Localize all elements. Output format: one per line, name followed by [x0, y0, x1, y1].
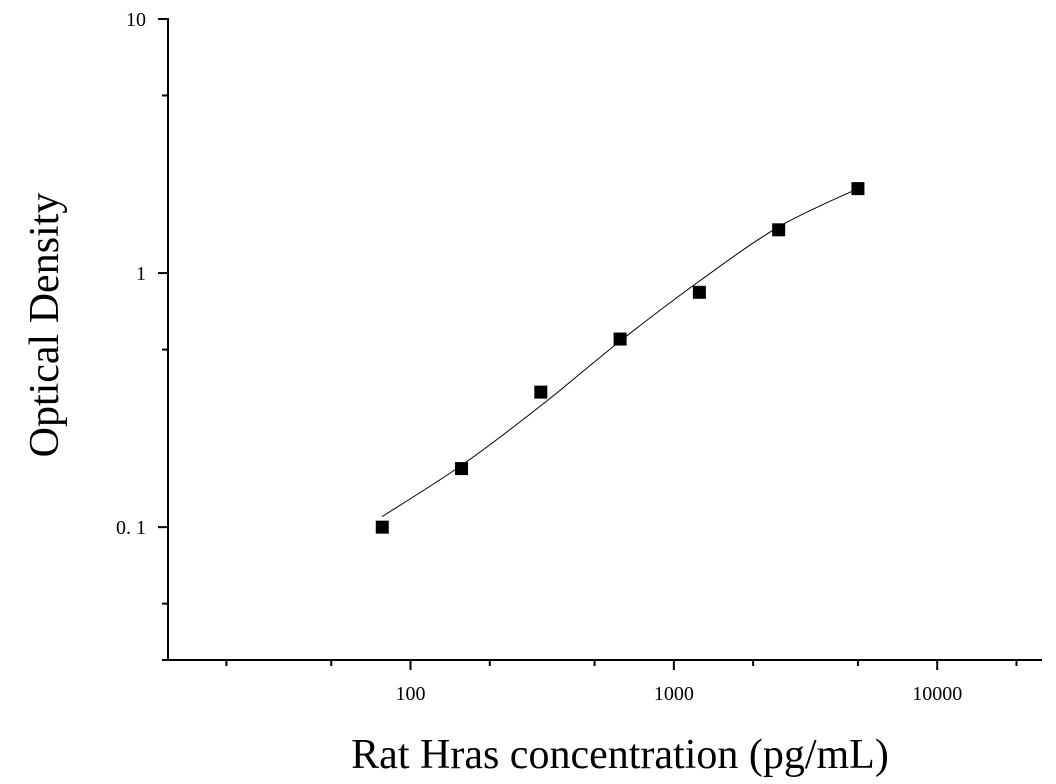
y-tick-label: 0. 1 — [116, 517, 146, 539]
x-axis-ticks: 100 1000 10000 — [225, 660, 1018, 705]
x-tick-label: 1000 — [654, 683, 694, 705]
fit-curve — [381, 188, 859, 518]
y-axis-ticks: 0. 1 1 10 — [116, 9, 168, 661]
data-point — [613, 332, 627, 346]
axes — [167, 18, 1042, 661]
y-tick-label: 1 — [136, 263, 146, 285]
data-point — [534, 385, 548, 399]
x-axis-title: Rat Hras concentration (pg/mL) — [351, 732, 889, 778]
x-tick-label: 100 — [395, 683, 425, 705]
data-point — [375, 520, 389, 534]
data-point — [692, 285, 706, 299]
data-point — [851, 182, 865, 196]
data-point — [772, 223, 786, 237]
data-points — [375, 182, 865, 534]
y-tick-label: 10 — [126, 9, 146, 31]
data-point — [455, 462, 469, 476]
x-tick-label: 10000 — [912, 683, 962, 705]
y-axis-title: Optical Density — [22, 193, 68, 458]
